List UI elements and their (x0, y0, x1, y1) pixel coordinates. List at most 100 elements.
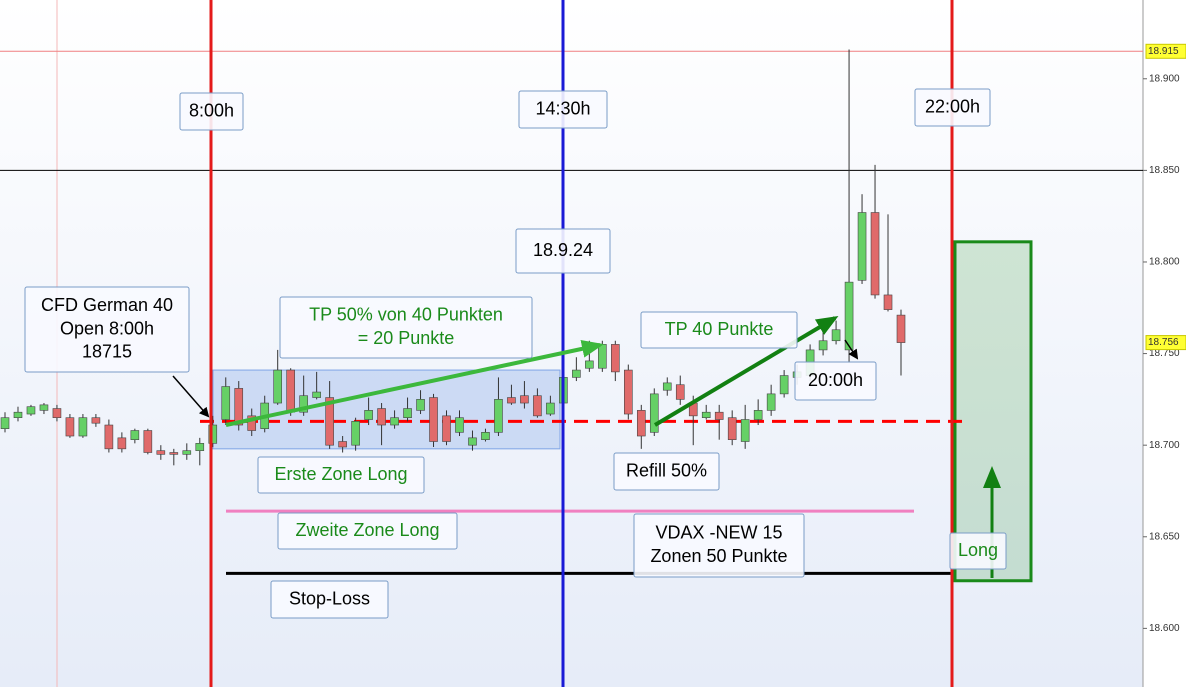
y-tick-label: 18.700 (1149, 440, 1180, 451)
candle-body (442, 415, 451, 442)
candle-body (156, 450, 166, 455)
annotation-text: TP 50% von 40 Punkten (309, 305, 503, 325)
candle-body (701, 411, 711, 418)
candle-body (675, 384, 685, 400)
candle-body (117, 437, 127, 450)
candle-body (533, 395, 542, 417)
candle-body (312, 391, 321, 398)
candle-body (455, 417, 464, 433)
annotation-text: Zonen 50 Punkte (650, 546, 787, 566)
y-tick-label: 18.600 (1149, 623, 1180, 634)
annotation-box (794, 361, 877, 401)
y-tick-label: 18.650 (1149, 531, 1180, 542)
annotation-text: 18715 (82, 342, 132, 362)
candle-body (364, 410, 373, 420)
candle-body (857, 212, 867, 281)
candle-body (481, 432, 490, 440)
annotation-text: 8:00h (189, 100, 234, 120)
candle-body (870, 212, 880, 296)
y-tick-label: 18.750 (1149, 348, 1180, 359)
y-tick-label: 18.800 (1149, 257, 1180, 268)
candle-body (195, 443, 205, 451)
candle-body (740, 419, 750, 442)
annotation-text: Stop-Loss (289, 588, 370, 608)
annotation-text: Open 8:00h (60, 318, 154, 338)
price-tag-label: 18.756 (1148, 337, 1179, 348)
annotation-box (515, 228, 611, 274)
candle-body (766, 393, 776, 411)
annotation-box (257, 456, 425, 494)
annotation-box (24, 286, 190, 373)
candle-body (91, 417, 101, 424)
annotation-text: 22:00h (925, 96, 980, 116)
annotation-text: VDAX -NEW 15 (655, 523, 782, 543)
candle-body (818, 340, 828, 351)
annotation-box (179, 92, 244, 131)
candle-body (507, 397, 516, 404)
candle-body (468, 437, 477, 446)
candle-body (26, 406, 36, 415)
candle-body (286, 369, 295, 413)
candle-body (169, 452, 179, 455)
arrow (172, 375, 210, 418)
y-tick-label: 18.900 (1149, 73, 1180, 84)
zone (953, 240, 1033, 583)
price-tag (1145, 43, 1186, 59)
price-tag-label: 18.915 (1148, 46, 1179, 57)
candle-body (221, 386, 231, 420)
candle-body (65, 417, 75, 437)
candle-body (104, 424, 114, 450)
candle-body (273, 369, 282, 404)
candle-body (831, 329, 841, 342)
candle-body (649, 393, 659, 433)
arrow (225, 339, 604, 427)
annotation-text: 14:30h (535, 98, 590, 118)
candle-body (52, 408, 62, 418)
annotation-text: Long (958, 540, 998, 560)
annotation-box (277, 512, 458, 550)
candle-body (208, 424, 218, 444)
annotation-box (640, 311, 798, 349)
candle-body (546, 402, 555, 415)
candle-body (390, 417, 399, 426)
annotation-text: = 20 Punkte (358, 328, 455, 348)
candle-body (299, 395, 308, 413)
zones (212, 240, 1033, 583)
annotations: 8:00h 14:30h 22:00h 18.9.24 CFD German 40 Ope… (24, 88, 1007, 619)
annotation-box (518, 90, 608, 129)
annotation-text: Refill 50% (626, 460, 707, 480)
annotation-box (633, 513, 805, 578)
annotation-text: Zweite Zone Long (295, 520, 439, 540)
candle-body (585, 360, 594, 369)
candle-body (611, 344, 620, 373)
candle-body (39, 404, 49, 411)
candle-body (13, 411, 23, 418)
candle-body (78, 417, 88, 437)
y-axis: 18.600 18.650 18.700 18.750 18.800 18.850 18.9… (1143, 43, 1186, 634)
candle-body (247, 415, 257, 431)
price-tag (1145, 335, 1186, 351)
arrow (844, 339, 859, 360)
candle-body (779, 375, 789, 395)
candle-body (598, 344, 607, 369)
candle-body (494, 399, 503, 433)
candles (0, 49, 906, 466)
candle-body (714, 411, 724, 420)
candle-body (325, 397, 334, 446)
candle-body (662, 382, 672, 391)
candle-body (182, 450, 192, 455)
annotation-text: CFD German 40 (41, 295, 173, 315)
candle-body (896, 314, 906, 343)
candle-body (883, 294, 893, 310)
y-tick-label: 18.850 (1149, 165, 1180, 176)
annotation-box (914, 88, 991, 127)
candle-body (727, 417, 737, 440)
candle-body (753, 410, 763, 420)
candle-body (377, 408, 386, 426)
annotation-text: 20:00h (808, 370, 863, 390)
annotation-text: 18.9.24 (533, 240, 593, 260)
candle-body (0, 417, 10, 429)
candle-body (416, 399, 425, 411)
candle-body (572, 369, 581, 378)
